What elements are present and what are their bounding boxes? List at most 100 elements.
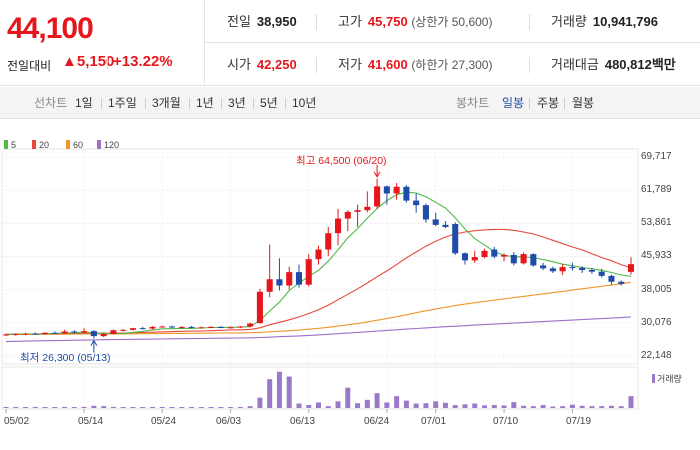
- candle-body: [12, 334, 19, 336]
- volume-bar: [169, 407, 175, 408]
- moving-average-lines: [5, 191, 632, 343]
- volume-bar: [599, 406, 605, 408]
- candle-chart-label: 봉차트: [456, 96, 490, 110]
- y-tick-label: 38,005: [641, 284, 672, 295]
- volume-bar: [452, 405, 458, 408]
- low-annotation: 최저 26,300 (05/13): [20, 352, 111, 364]
- candle-body: [569, 267, 576, 269]
- volume-swatch: [652, 374, 655, 383]
- volume-bar: [403, 400, 409, 408]
- candle-body: [627, 264, 635, 272]
- candle-body: [139, 328, 146, 330]
- divider: [221, 98, 222, 109]
- period-1d-button[interactable]: 1일: [75, 96, 93, 110]
- volume-bar: [32, 406, 38, 408]
- volume-bar: [71, 407, 77, 408]
- candle-body: [393, 186, 400, 194]
- candle-weekly-button[interactable]: 주봉: [537, 96, 560, 110]
- candle-body: [247, 323, 254, 327]
- candle-body: [266, 279, 273, 292]
- legend-ma120: 120: [97, 140, 119, 150]
- volume-bar: [257, 397, 263, 408]
- candle-body: [276, 279, 283, 286]
- x-tick-label: 07/10: [493, 416, 519, 427]
- change-amount: 5,150: [76, 53, 115, 70]
- candle-body: [2, 334, 10, 336]
- period-1w-button[interactable]: 1주일: [108, 96, 137, 110]
- period-10y-button[interactable]: 10년: [292, 96, 317, 110]
- change-rate: +13.22%: [113, 53, 173, 70]
- volume-bar: [62, 406, 68, 408]
- divider: [145, 98, 146, 109]
- x-tick-label: 05/02: [4, 416, 30, 427]
- volume-bar: [442, 402, 448, 408]
- period-3y-button[interactable]: 3년: [228, 96, 246, 110]
- volume-bar: [384, 402, 390, 408]
- y-tick-label: 53,861: [641, 217, 672, 228]
- candle-body: [110, 330, 117, 335]
- candle-body: [354, 210, 361, 212]
- volume-bar: [335, 401, 341, 408]
- candle-monthly-button[interactable]: 월봉: [572, 96, 595, 110]
- legend-swatch: [32, 140, 36, 149]
- candle-body: [42, 332, 49, 335]
- divider: [316, 57, 317, 73]
- volume-bar: [286, 376, 292, 408]
- volume-bar: [91, 405, 97, 408]
- volume-bar: [189, 407, 195, 408]
- volume-bar: [306, 405, 312, 408]
- candlesticks: [2, 178, 635, 339]
- candle-body: [413, 200, 420, 206]
- candle-body: [520, 254, 527, 264]
- period-1y-button[interactable]: 1년: [196, 96, 214, 110]
- candle-body: [383, 186, 390, 194]
- x-tick-label: 07/19: [566, 416, 592, 427]
- candle-body: [315, 249, 322, 260]
- period-3m-button[interactable]: 3개월: [152, 96, 181, 110]
- divider: [285, 98, 286, 109]
- volume-bar: [608, 405, 614, 408]
- volume-bar: [3, 407, 9, 408]
- period-5y-button[interactable]: 5년: [260, 96, 278, 110]
- candle-body: [364, 206, 371, 211]
- volume-bar: [276, 371, 282, 408]
- candle-body: [530, 254, 537, 266]
- volume-bar: [491, 405, 497, 408]
- candle-body: [188, 326, 195, 328]
- candle-body: [61, 331, 68, 334]
- volume-bar: [482, 405, 488, 408]
- y-tick-label: 30,076: [641, 317, 672, 328]
- high-marker-arrowhead: [373, 171, 381, 178]
- candle-body: [461, 253, 469, 261]
- chart-grid: [1, 148, 639, 413]
- volume-bar: [42, 407, 48, 408]
- candle-body: [159, 326, 166, 328]
- stat-trade-value: 거래대금 480,812백만: [551, 57, 676, 72]
- volume-bar: [628, 396, 634, 408]
- volume-bar: [374, 393, 380, 408]
- divider: [107, 56, 108, 69]
- volume-bar: [413, 403, 419, 408]
- candle-body: [32, 333, 39, 335]
- volume-bar: [618, 406, 624, 408]
- candle-body: [374, 186, 381, 207]
- price-summary: 44,100 전일대비 ▲5,150 +13.22%: [0, 0, 205, 86]
- legend-swatch: [4, 140, 8, 149]
- candle-body: [598, 271, 605, 276]
- volume-bar: [198, 407, 204, 408]
- change-value: ▲5,150: [62, 53, 114, 70]
- divider: [529, 98, 530, 109]
- candle-body: [295, 272, 302, 285]
- change-label: 전일대비: [7, 59, 52, 73]
- ma5-line: [5, 191, 632, 335]
- candle-body: [305, 259, 312, 285]
- candle-daily-button[interactable]: 일봉: [502, 96, 525, 110]
- volume-bar: [237, 407, 243, 408]
- volume-bar: [521, 405, 527, 408]
- candle-body: [120, 329, 127, 331]
- candle-body: [471, 257, 478, 261]
- candle-body: [81, 331, 88, 333]
- divider: [564, 98, 565, 109]
- candle-body: [178, 326, 185, 328]
